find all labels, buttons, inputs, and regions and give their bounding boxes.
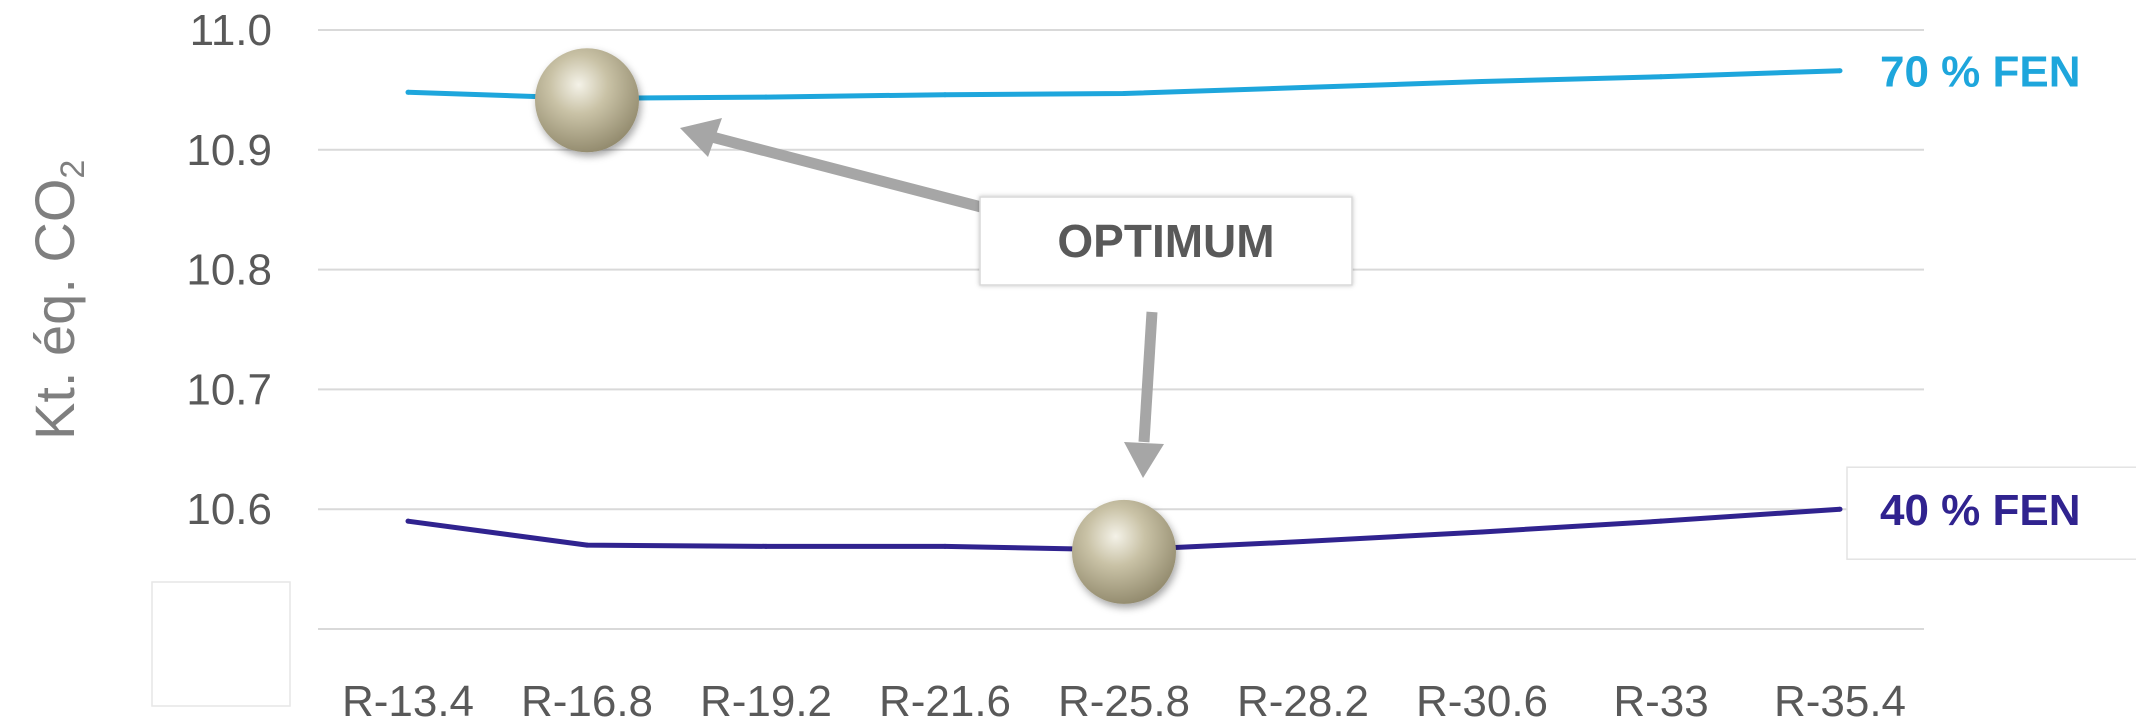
series-lines xyxy=(405,68,1843,553)
data-point xyxy=(1658,518,1664,524)
data-point xyxy=(1479,529,1485,535)
data-point xyxy=(584,542,590,548)
data-point xyxy=(405,518,411,524)
y-axis-label-sub: 2 xyxy=(54,160,92,179)
x-tick-label: R-33 xyxy=(1613,677,1708,722)
series-label-box xyxy=(1846,466,2136,560)
y-tick-label: 10.9 xyxy=(186,126,272,175)
x-tick-label: R-19.2 xyxy=(700,677,832,722)
data-point xyxy=(1479,79,1485,85)
data-point xyxy=(942,92,948,98)
data-point xyxy=(763,94,769,100)
faded-box xyxy=(151,581,291,707)
optimum-callout-box xyxy=(979,196,1353,286)
series-label: 40 % FEN xyxy=(1880,486,2081,535)
data-point xyxy=(1837,506,1843,512)
data-point xyxy=(1300,539,1306,545)
data-point xyxy=(1121,90,1127,96)
optimum-callout: OPTIMUM xyxy=(979,196,1353,286)
y-tick-label: 11.0 xyxy=(190,6,272,55)
data-point xyxy=(942,543,948,549)
y-axis-label: Kt. éq. CO2 xyxy=(23,160,92,440)
data-point xyxy=(1837,68,1843,74)
x-tick-label: R-16.8 xyxy=(521,677,653,722)
optimum-arrows xyxy=(680,118,1164,478)
data-point xyxy=(1658,74,1664,80)
arrow-to-70-optimum xyxy=(680,118,987,214)
x-tick-label: R-21.6 xyxy=(879,677,1011,722)
x-tick-label: R-35.4 xyxy=(1774,677,1906,722)
y-tick-label: 10.6 xyxy=(186,485,272,534)
data-point xyxy=(763,543,769,549)
optimum-ball xyxy=(1072,499,1176,604)
data-point xyxy=(1300,85,1306,91)
y-tick-label: 10.7 xyxy=(186,365,272,414)
optimum-callout-text: OPTIMUM xyxy=(1057,215,1274,267)
y-axis-label-main: Kt. éq. CO xyxy=(23,179,86,440)
y-tick-labels: 10.6 10.7 10.8 10.9 11.0 xyxy=(186,6,272,534)
arrow-to-40-optimum xyxy=(1124,311,1164,478)
x-tick-label: R-30.6 xyxy=(1416,677,1548,722)
series-label: 70 % FEN xyxy=(1880,48,2081,97)
optimum-ball xyxy=(535,48,639,153)
x-tick-label: R-25.8 xyxy=(1058,677,1190,722)
x-tick-label: R-13.4 xyxy=(342,677,474,722)
optimum-markers xyxy=(535,48,1176,604)
series-labels: 70 % FEN 40 % FEN xyxy=(1846,48,2136,560)
x-tick-label: R-28.2 xyxy=(1237,677,1369,722)
data-point xyxy=(405,89,411,95)
y-tick-label: 10.8 xyxy=(186,246,272,295)
x-tick-labels: R-13.4 R-16.8 R-19.2 R-21.6 R-25.8 R-28.2 R-30… xyxy=(342,677,1906,722)
